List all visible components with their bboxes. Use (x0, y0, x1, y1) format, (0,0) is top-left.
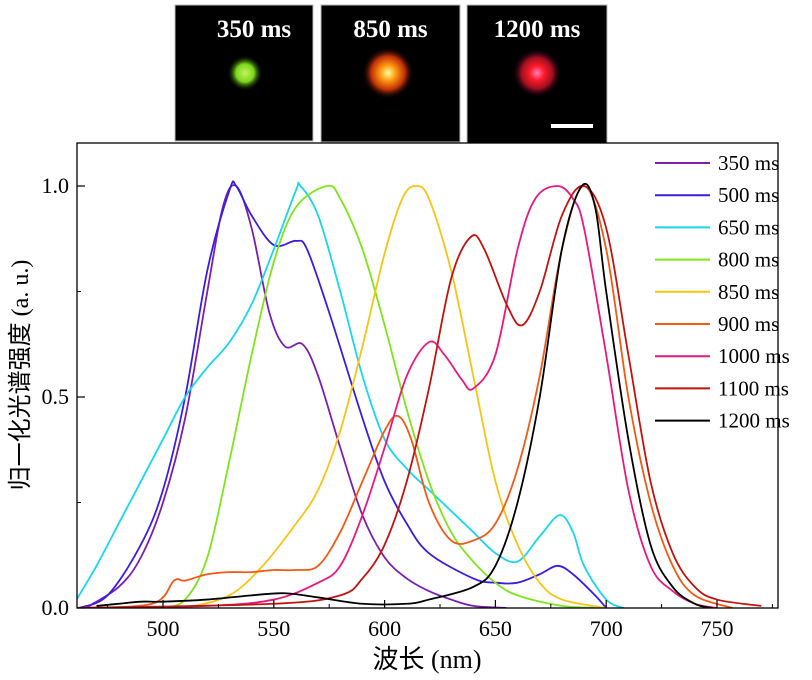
legend-item: 500 ms (655, 183, 779, 207)
legend-label: 1000 ms (718, 344, 790, 368)
series-line-1100ms (77, 185, 762, 608)
legend-item: 1100 ms (655, 376, 789, 400)
inset-label: 1200 ms (494, 16, 581, 43)
y-tick-label: 0.5 (42, 384, 70, 409)
legend-label: 650 ms (718, 215, 779, 239)
y-tick-label: 0.0 (42, 595, 70, 620)
legend-item: 650 ms (655, 215, 779, 239)
series-line-650ms (77, 181, 625, 608)
legend-item: 1200 ms (655, 409, 790, 433)
series-line-500ms (78, 180, 607, 608)
x-tick-label: 550 (257, 616, 290, 641)
inset-label: 850 ms (353, 16, 428, 43)
legend-item: 900 ms (655, 312, 779, 336)
series-group (77, 180, 762, 608)
inset-image: 850 ms (320, 4, 461, 143)
emission-spot (227, 55, 263, 91)
legend-label: 350 ms (718, 151, 779, 175)
series-line-1000ms (77, 185, 718, 608)
x-tick-label: 750 (701, 616, 734, 641)
legend-item: 350 ms (655, 151, 779, 175)
series-line-1200ms (96, 182, 713, 608)
legend-label: 1200 ms (718, 409, 790, 433)
x-tick-label: 600 (368, 616, 401, 641)
legend-item: 1000 ms (655, 344, 790, 368)
series-line-900ms (77, 185, 733, 608)
series-line-850ms (184, 185, 607, 608)
legend: 350 ms 500 ms 650 ms 800 ms 850 ms 900 ms 1000… (655, 151, 790, 433)
inset-image: 350 ms (174, 4, 314, 142)
legend-label: 850 ms (718, 280, 779, 304)
legend-label: 1100 ms (718, 376, 789, 400)
scale-bar (551, 124, 593, 128)
series-line-800ms (162, 184, 607, 608)
legend-label: 500 ms (718, 183, 779, 207)
y-tick-label: 1.0 (42, 173, 70, 198)
legend-item: 800 ms (655, 248, 779, 272)
inset-label: 350 ms (217, 16, 292, 43)
x-tick-label: 650 (479, 616, 512, 641)
series-line-350ms (84, 184, 507, 608)
x-axis-label: 波长 (nm) (372, 645, 481, 674)
x-tick-label: 500 (147, 616, 180, 641)
emission-spot (513, 49, 561, 97)
x-tick-label: 700 (590, 616, 623, 641)
legend-label: 900 ms (718, 312, 779, 336)
y-axis-label: 归一化光谱强度 (a. u.) (7, 260, 34, 491)
legend-item: 850 ms (655, 280, 779, 304)
legend-label: 800 ms (718, 248, 779, 272)
emission-spot (362, 47, 414, 99)
plot-frame (76, 142, 779, 609)
inset-image: 1200 ms (466, 4, 608, 144)
